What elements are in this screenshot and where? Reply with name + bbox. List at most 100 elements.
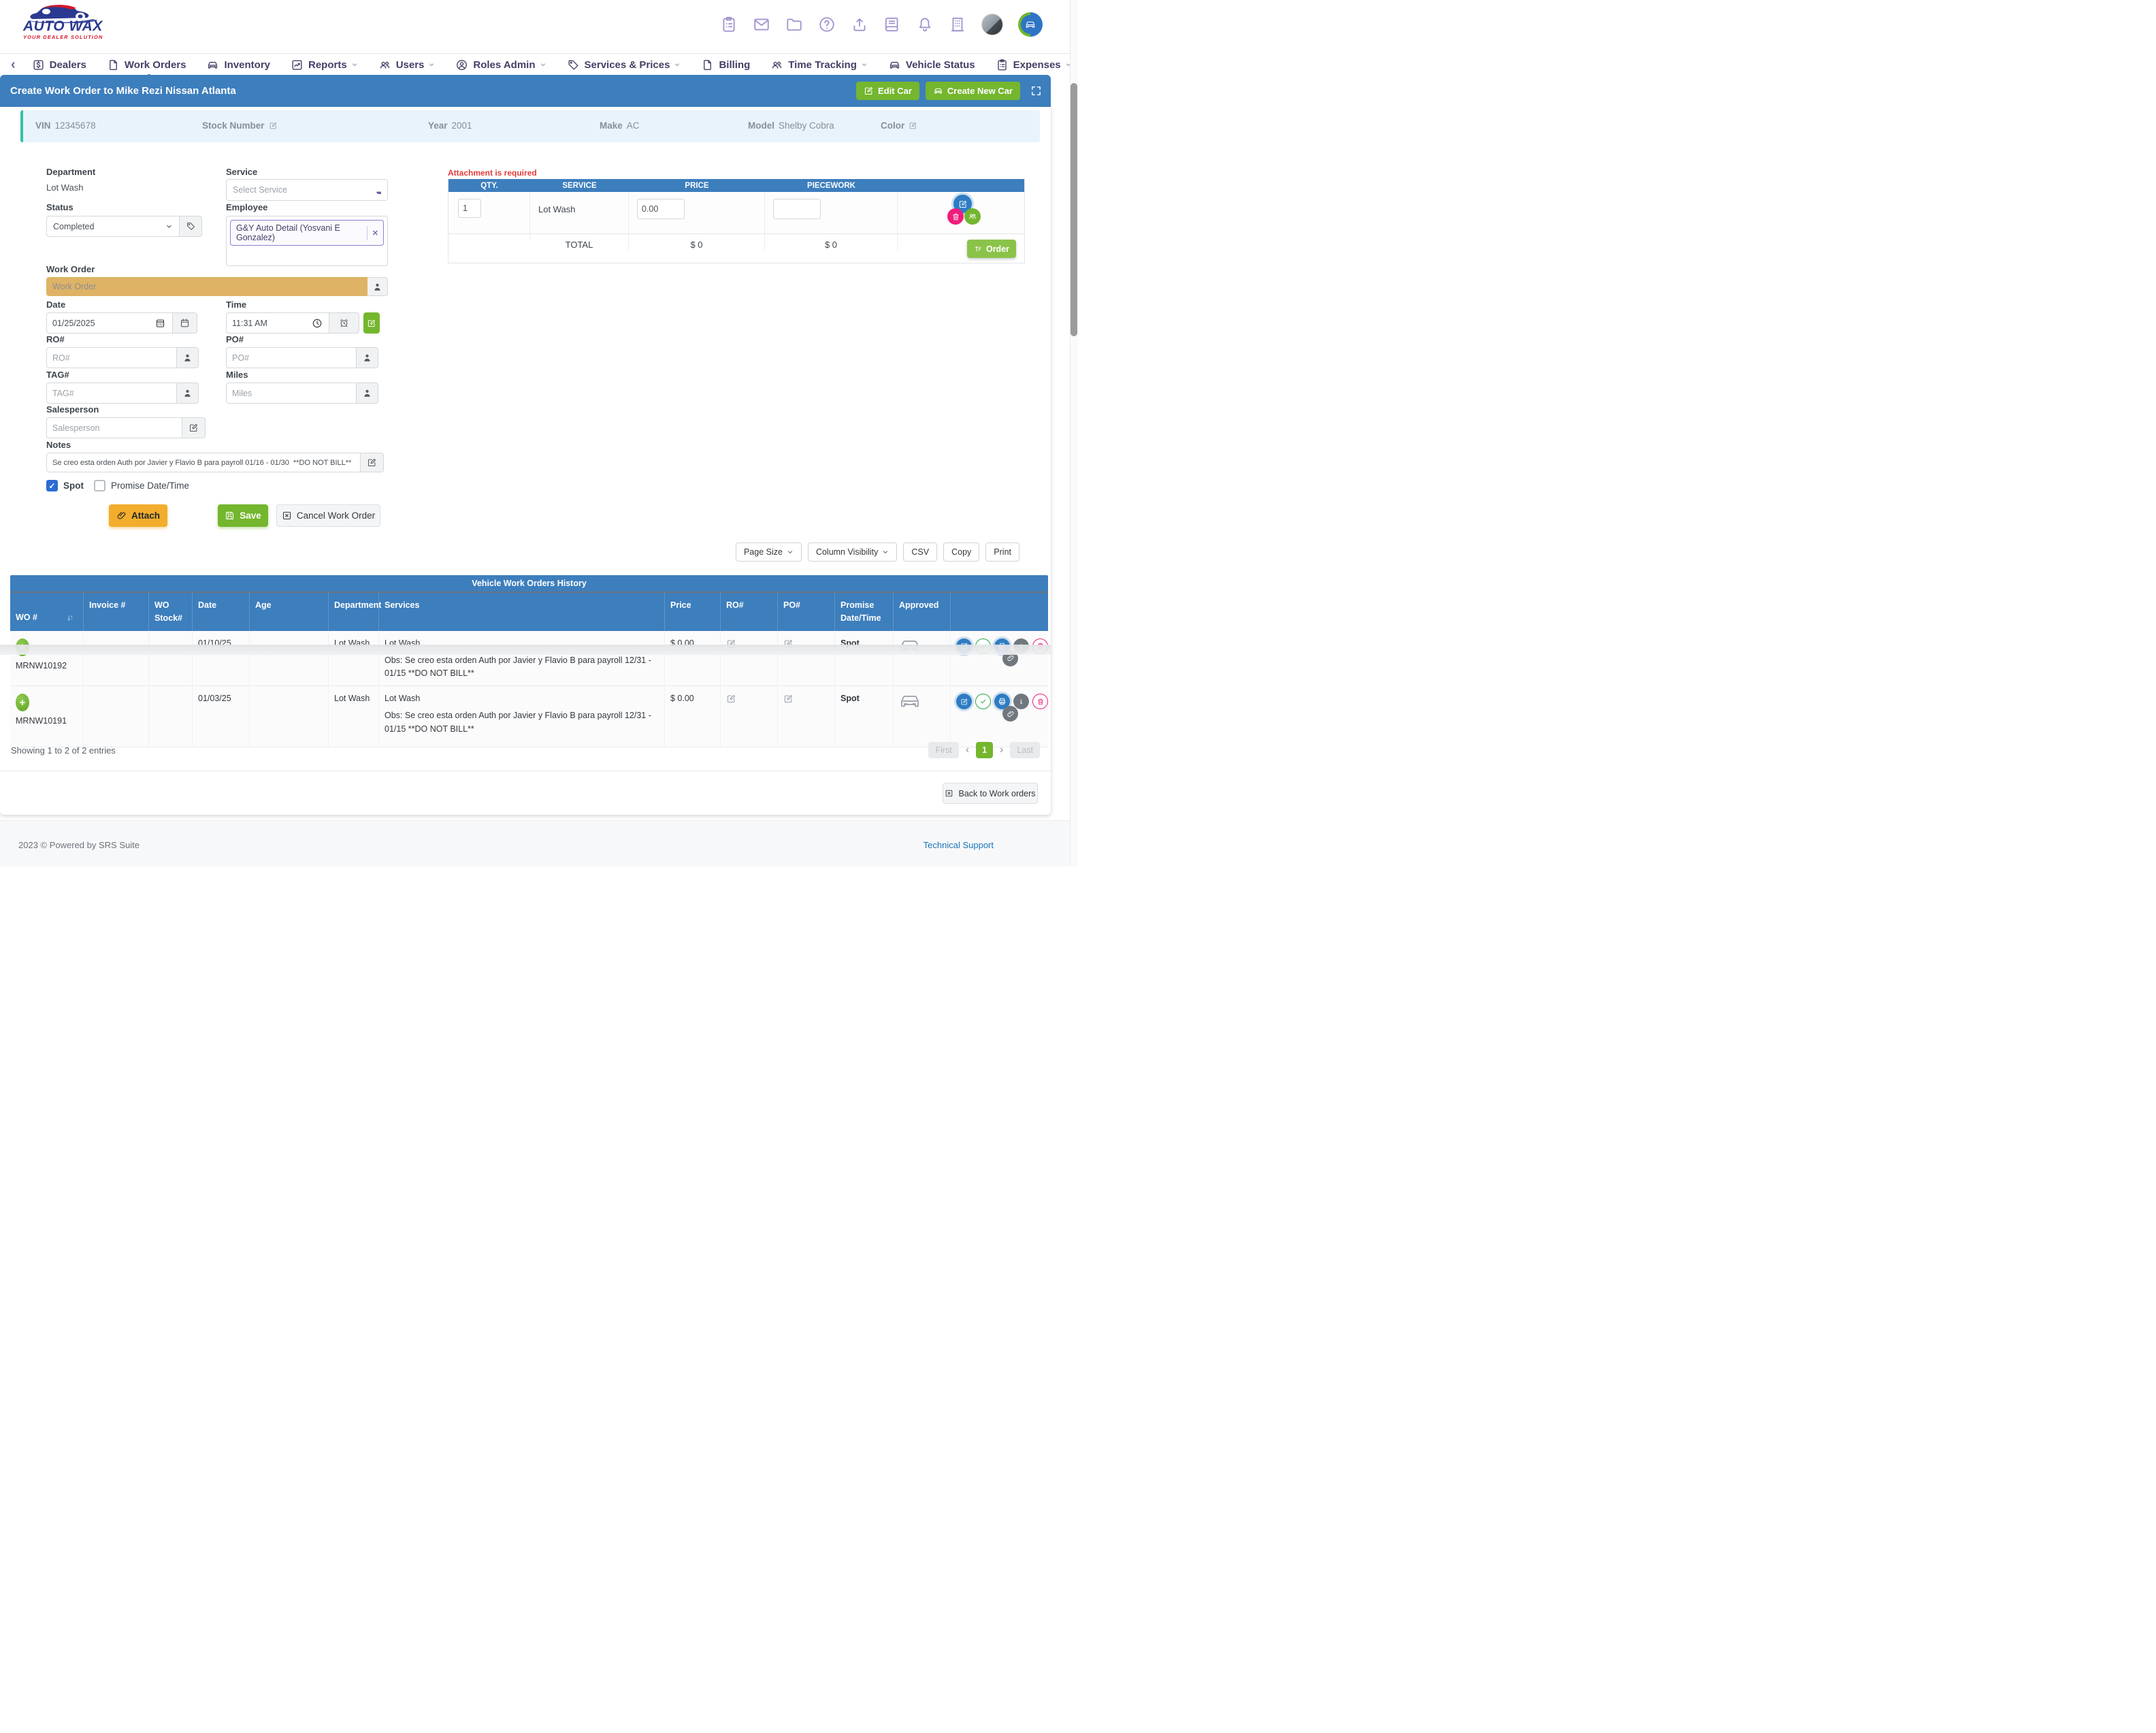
work-order-scan-button[interactable] <box>368 277 388 296</box>
scrollbar-thumb[interactable] <box>1071 83 1077 336</box>
folder-icon[interactable] <box>785 16 803 33</box>
print-wo-button[interactable] <box>994 694 1010 710</box>
page-scrollbar[interactable] <box>1070 0 1078 866</box>
approve-wo-button[interactable] <box>975 694 991 710</box>
nav-item-inventory[interactable]: Inventory <box>206 59 270 71</box>
nav-item-users[interactable]: Users <box>378 59 436 71</box>
print-button[interactable]: Print <box>985 542 1019 562</box>
nav-item-expenses[interactable]: Expenses <box>996 59 1072 71</box>
status-tag-button[interactable] <box>180 216 202 237</box>
building-icon[interactable] <box>949 16 966 33</box>
nav-item-reports[interactable]: Reports <box>291 59 358 71</box>
work-order-input[interactable] <box>46 277 368 296</box>
date-input[interactable] <box>46 312 173 334</box>
col-po[interactable]: PO# <box>778 593 835 631</box>
nav-item-roles-admin[interactable]: Roles Admin <box>455 59 546 71</box>
nav-item-dealers[interactable]: Dealers <box>32 59 86 71</box>
upload-icon[interactable] <box>851 16 868 33</box>
col-price[interactable]: Price <box>665 593 721 631</box>
col-department[interactable]: Department <box>329 593 381 631</box>
copy-button[interactable]: Copy <box>943 542 980 562</box>
expand-row-button[interactable]: + <box>16 694 29 712</box>
promise-checkbox[interactable] <box>94 480 105 491</box>
pagination-page-1-button[interactable]: 1 <box>976 742 994 758</box>
service-select[interactable]: Select Service <box>226 179 388 201</box>
pagination-first-button[interactable]: First <box>928 742 959 758</box>
create-new-car-button[interactable]: Create New Car <box>925 82 1020 100</box>
attachment-wo-button[interactable] <box>1002 706 1018 722</box>
qty-input[interactable] <box>458 199 481 218</box>
col-wo[interactable]: WO # ↓↑ <box>10 593 84 631</box>
tasks-icon[interactable] <box>720 16 738 33</box>
edit-stock-pencil-icon[interactable] <box>269 121 278 130</box>
edit-datetime-button[interactable] <box>363 312 380 334</box>
remove-employee-icon[interactable]: ✕ <box>366 225 383 240</box>
nav-item-work-orders[interactable]: Work Orders <box>107 59 186 80</box>
order-button[interactable]: Order <box>967 240 1016 258</box>
col-invoice[interactable]: Invoice # <box>84 593 149 631</box>
spot-checkbox[interactable]: ✓ <box>46 480 58 491</box>
notes-edit-button[interactable] <box>361 453 384 472</box>
col-ro[interactable]: RO# <box>721 593 778 631</box>
date-picker-button[interactable] <box>173 312 197 334</box>
tag-input[interactable] <box>46 383 177 404</box>
column-visibility-button[interactable]: Column Visibility <box>807 542 898 562</box>
col-promise[interactable]: Promise Date/Time <box>835 593 894 631</box>
paperclip-icon <box>116 511 127 521</box>
nav-scroll-left-icon[interactable]: ‹ <box>11 57 16 72</box>
po-person-button[interactable] <box>357 347 378 368</box>
info-wo-button[interactable] <box>1013 694 1029 710</box>
back-to-work-orders-button[interactable]: Back to Work orders <box>943 783 1038 804</box>
delete-wo-button[interactable] <box>1032 694 1048 710</box>
pagination-next-icon[interactable]: › <box>1000 744 1004 756</box>
edit-car-button[interactable]: Edit Car <box>856 82 919 100</box>
page-size-button[interactable]: Page Size <box>735 542 802 562</box>
status-select[interactable]: Completed <box>46 216 180 237</box>
nav-item-services-prices[interactable]: Services & Prices <box>567 59 681 71</box>
po-input[interactable] <box>226 347 357 368</box>
book-icon[interactable] <box>883 16 901 33</box>
time-input[interactable] <box>226 312 329 334</box>
cancel-work-order-button[interactable]: Cancel Work Order <box>276 504 380 527</box>
technical-support-link[interactable]: Technical Support <box>923 840 994 850</box>
mail-icon[interactable] <box>753 16 770 33</box>
attach-button[interactable]: Attach <box>109 504 167 527</box>
pagination-last-button[interactable]: Last <box>1010 742 1040 758</box>
csv-button[interactable]: CSV <box>903 542 938 562</box>
brand-logo[interactable]: AUTO WAX YOUR DEALER SOLUTION <box>23 3 112 40</box>
edit-ro-pencil-icon[interactable] <box>726 694 736 704</box>
price-input[interactable] <box>637 199 685 219</box>
edit-wo-button[interactable] <box>956 694 972 710</box>
edit-po-pencil-icon[interactable] <box>783 694 794 704</box>
delete-service-button[interactable] <box>947 208 964 225</box>
approved-car-icon[interactable] <box>899 694 921 709</box>
col-services[interactable]: Services <box>379 593 665 631</box>
nav-item-time-tracking[interactable]: Time Tracking <box>770 59 868 71</box>
edit-color-pencil-icon[interactable] <box>909 121 917 130</box>
user-avatar[interactable] <box>981 14 1003 35</box>
piecework-input[interactable] <box>773 199 821 219</box>
salesperson-input[interactable] <box>46 417 182 438</box>
col-age[interactable]: Age <box>250 593 329 631</box>
employee-multiselect[interactable]: G&Y Auto Detail (Yosvani E Gonzalez) ✕ <box>226 216 388 266</box>
fullscreen-icon[interactable] <box>1030 85 1042 97</box>
ro-person-button[interactable] <box>177 347 199 368</box>
salesperson-edit-button[interactable] <box>182 417 206 438</box>
notes-input[interactable] <box>46 453 361 472</box>
save-button[interactable]: Save <box>218 504 268 527</box>
col-date[interactable]: Date <box>193 593 250 631</box>
col-wo-stock[interactable]: WO Stock# <box>149 593 193 631</box>
miles-person-button[interactable] <box>357 383 378 404</box>
pagination-prev-icon[interactable]: ‹ <box>965 744 970 756</box>
bell-icon[interactable] <box>916 16 934 33</box>
nav-item-billing[interactable]: Billing <box>701 59 750 71</box>
miles-input[interactable] <box>226 383 357 404</box>
assign-employees-button[interactable] <box>964 208 981 225</box>
ro-input[interactable] <box>46 347 177 368</box>
nav-item-vehicle-status[interactable]: Vehicle Status <box>888 59 975 71</box>
tag-person-button[interactable] <box>177 383 199 404</box>
time-picker-button[interactable] <box>329 312 359 334</box>
help-icon[interactable] <box>818 16 836 33</box>
dealer-car-badge[interactable] <box>1018 12 1043 37</box>
col-approved[interactable]: Approved <box>894 593 951 631</box>
